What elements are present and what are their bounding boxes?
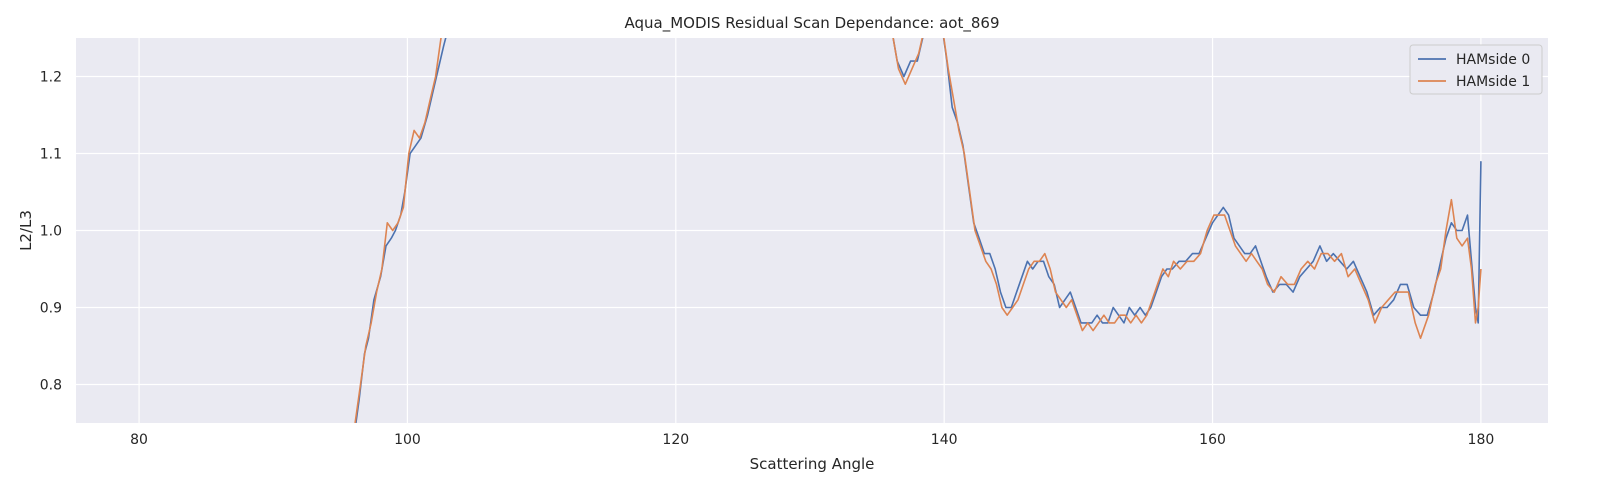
y-tick-label: 1.2 [40,70,62,86]
chart-title: Aqua_MODIS Residual Scan Dependance: aot… [624,14,999,33]
x-axis-ticks: 80 100 120 140 160 180 [130,432,1494,448]
x-tick-label: 100 [394,432,421,448]
y-axis-ticks: 0.8 0.9 1.0 1.1 1.2 [40,70,62,394]
x-tick-label: 120 [662,432,689,448]
legend-label-1: HAMside 1 [1456,74,1530,90]
y-tick-label: 0.8 [40,378,62,394]
y-tick-label: 1.1 [40,147,62,163]
x-tick-label: 80 [130,432,148,448]
y-tick-label: 0.9 [40,301,62,317]
y-axis-label: L2/L3 [17,210,35,251]
series-line-1 [354,38,1482,423]
legend: HAMside 0 HAMside 1 [1409,44,1543,95]
series-layer [354,38,1482,423]
x-tick-label: 160 [1199,432,1226,448]
x-axis-label: Scattering Angle [750,455,875,473]
y-tick-label: 1.0 [40,224,62,240]
grid [76,38,1548,423]
legend-label-0: HAMside 0 [1456,52,1530,68]
x-tick-label: 140 [931,432,958,448]
x-tick-label: 180 [1468,432,1495,448]
